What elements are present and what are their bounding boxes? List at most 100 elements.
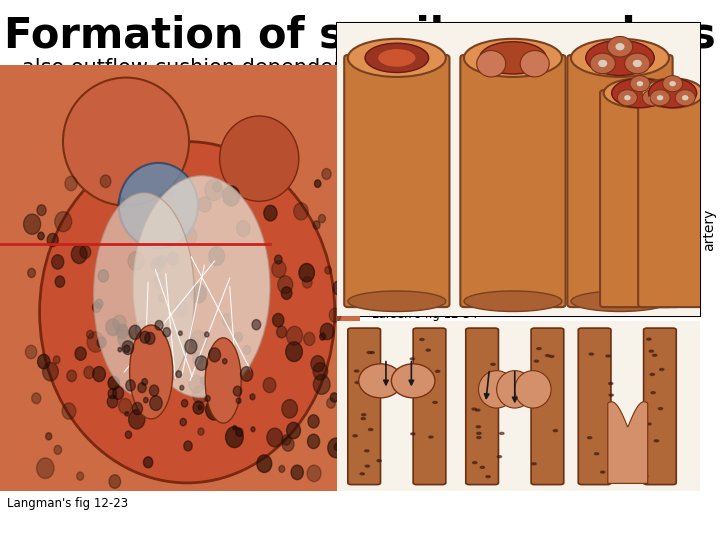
Circle shape <box>329 308 341 322</box>
Text: Langman's fig 12-23: Langman's fig 12-23 <box>7 497 128 510</box>
Circle shape <box>282 435 291 446</box>
Ellipse shape <box>521 51 549 77</box>
Ellipse shape <box>612 78 668 107</box>
Circle shape <box>472 408 477 410</box>
Ellipse shape <box>633 60 642 67</box>
Circle shape <box>379 379 384 380</box>
Circle shape <box>325 266 331 274</box>
Circle shape <box>225 388 236 402</box>
Circle shape <box>138 348 145 357</box>
Circle shape <box>243 346 251 354</box>
Circle shape <box>318 214 325 222</box>
Ellipse shape <box>624 95 631 100</box>
Circle shape <box>377 460 382 462</box>
Circle shape <box>92 302 101 313</box>
Circle shape <box>38 232 44 240</box>
Circle shape <box>299 264 315 282</box>
Circle shape <box>546 355 550 356</box>
Ellipse shape <box>480 42 546 74</box>
Circle shape <box>129 325 141 340</box>
Ellipse shape <box>365 43 428 72</box>
Circle shape <box>113 387 124 400</box>
FancyBboxPatch shape <box>344 55 449 307</box>
Circle shape <box>320 323 334 340</box>
Ellipse shape <box>649 95 656 100</box>
Ellipse shape <box>598 60 607 67</box>
Circle shape <box>118 347 122 352</box>
Circle shape <box>157 255 166 266</box>
Ellipse shape <box>119 163 198 248</box>
Ellipse shape <box>497 370 533 408</box>
Circle shape <box>307 434 320 449</box>
Circle shape <box>272 261 286 278</box>
Circle shape <box>175 301 189 318</box>
Circle shape <box>486 476 490 478</box>
Circle shape <box>62 403 76 419</box>
Text: Pulmonary
artery: Pulmonary artery <box>686 192 716 267</box>
Circle shape <box>531 392 535 394</box>
Circle shape <box>211 385 225 402</box>
Circle shape <box>549 355 554 357</box>
Circle shape <box>153 275 163 288</box>
Circle shape <box>140 331 150 343</box>
Circle shape <box>304 332 315 346</box>
Circle shape <box>125 411 129 416</box>
Circle shape <box>119 399 132 414</box>
Circle shape <box>436 370 440 373</box>
Circle shape <box>135 320 153 341</box>
Circle shape <box>313 362 328 380</box>
Circle shape <box>100 175 111 187</box>
Circle shape <box>193 401 204 414</box>
FancyBboxPatch shape <box>600 90 680 307</box>
Circle shape <box>595 453 599 455</box>
Circle shape <box>609 394 613 396</box>
Circle shape <box>476 426 480 428</box>
Circle shape <box>364 450 369 452</box>
Text: Larsen's fig 12-34: Larsen's fig 12-34 <box>372 308 477 321</box>
Circle shape <box>302 276 312 288</box>
Text: L: L <box>680 86 691 105</box>
Circle shape <box>377 364 381 367</box>
Ellipse shape <box>603 78 676 107</box>
Circle shape <box>353 435 357 437</box>
Circle shape <box>485 387 489 389</box>
Circle shape <box>24 214 40 234</box>
Circle shape <box>180 386 184 390</box>
Circle shape <box>209 348 220 362</box>
Circle shape <box>308 415 319 428</box>
Circle shape <box>158 294 165 302</box>
Ellipse shape <box>657 95 663 100</box>
Circle shape <box>126 380 135 391</box>
Circle shape <box>355 382 359 383</box>
Ellipse shape <box>63 78 189 206</box>
Circle shape <box>167 252 178 265</box>
Ellipse shape <box>630 76 650 92</box>
Circle shape <box>67 370 76 382</box>
Circle shape <box>420 339 424 341</box>
Circle shape <box>205 395 210 402</box>
Circle shape <box>660 368 664 370</box>
Circle shape <box>276 326 287 338</box>
Circle shape <box>531 392 535 394</box>
Circle shape <box>190 330 207 350</box>
Circle shape <box>149 385 158 396</box>
Circle shape <box>240 367 253 381</box>
Circle shape <box>333 281 345 295</box>
Text: A: A <box>680 143 693 161</box>
Circle shape <box>608 437 613 440</box>
Ellipse shape <box>359 364 402 398</box>
Circle shape <box>213 367 223 379</box>
Circle shape <box>650 373 654 375</box>
Circle shape <box>410 433 415 435</box>
Circle shape <box>282 437 294 451</box>
Circle shape <box>93 367 105 382</box>
Circle shape <box>222 186 240 206</box>
Circle shape <box>47 233 58 247</box>
FancyBboxPatch shape <box>644 328 676 484</box>
Ellipse shape <box>650 90 670 106</box>
Circle shape <box>328 438 344 458</box>
Circle shape <box>647 423 651 425</box>
FancyBboxPatch shape <box>460 55 566 307</box>
Circle shape <box>145 332 155 345</box>
Circle shape <box>263 377 276 393</box>
